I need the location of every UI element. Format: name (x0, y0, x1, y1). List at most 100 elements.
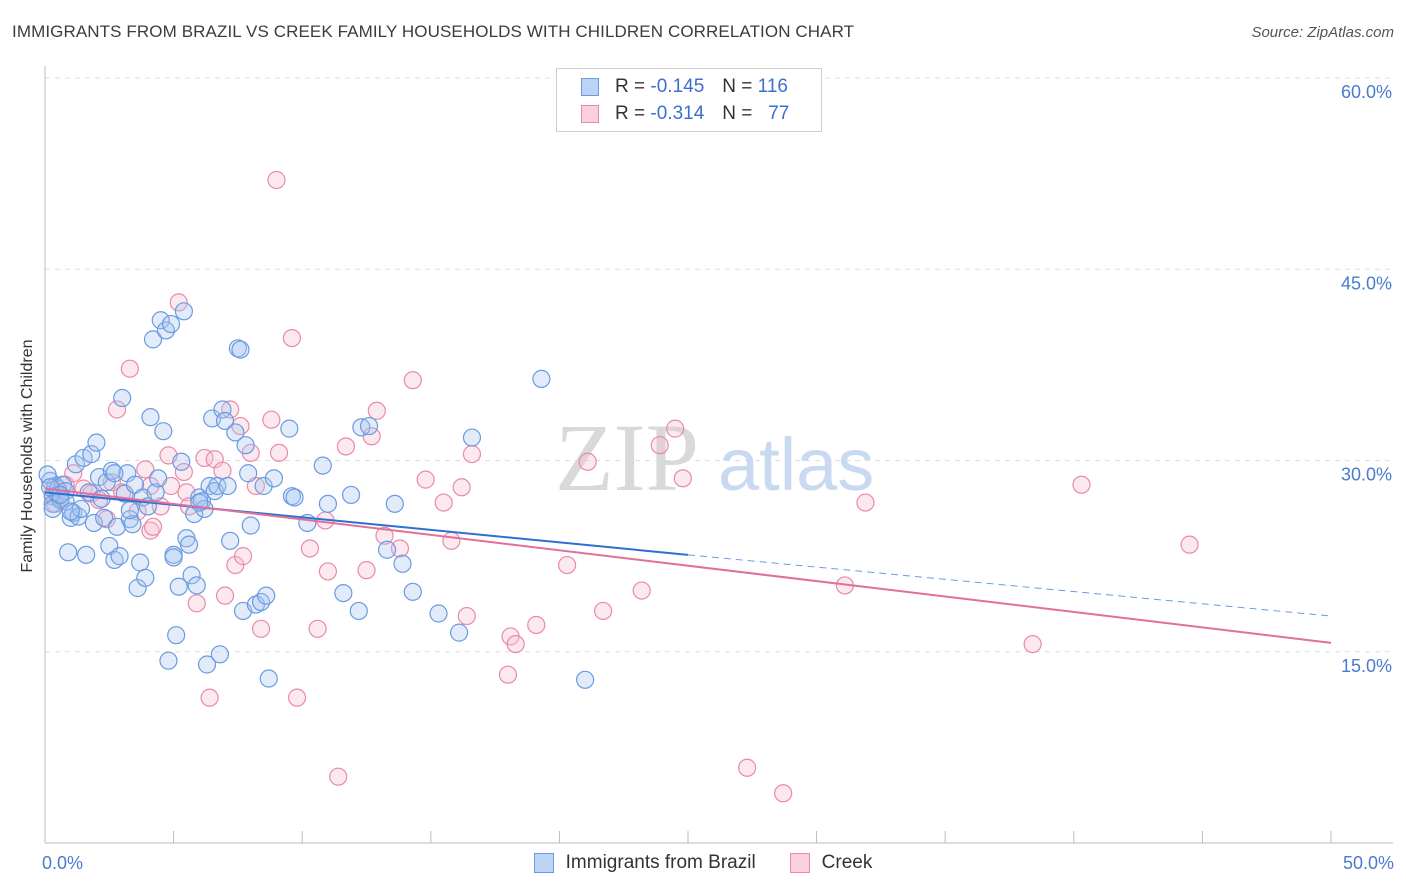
data-point (578, 452, 597, 471)
data-point (341, 485, 361, 505)
data-point (246, 595, 266, 614)
data-point (149, 469, 168, 488)
legend-item-brazil[interactable]: Immigrants from Brazil (533, 852, 756, 874)
data-point (113, 388, 132, 408)
data-point (233, 547, 253, 566)
data-point (434, 493, 453, 512)
data-point (164, 548, 183, 567)
legend-r-value: -0.314 (650, 103, 705, 124)
data-point (449, 623, 469, 642)
data-point (403, 371, 422, 390)
legend-label-creek: Creek (821, 852, 873, 873)
data-point (385, 494, 404, 513)
legend-row-brazil: R = -0.145 N = 116 (581, 75, 788, 99)
data-point (236, 436, 255, 455)
data-point (318, 494, 338, 513)
data-point (287, 688, 307, 707)
data-point (429, 604, 448, 623)
data-point (221, 531, 240, 550)
y-tick-label: 30.0% (1341, 465, 1392, 485)
data-point (738, 758, 757, 777)
y-tick-label: 45.0% (1341, 273, 1392, 293)
data-point (213, 400, 232, 419)
data-point (377, 540, 397, 559)
data-point (241, 516, 260, 535)
legend-item-creek[interactable]: Creek (789, 852, 873, 874)
data-point (251, 619, 271, 638)
data-point (215, 411, 235, 431)
series-legend: Immigrants from Brazil Creek (0, 852, 1406, 874)
data-point (403, 582, 422, 601)
trend-line-creek (44, 487, 1332, 644)
data-point (390, 539, 410, 558)
data-point (120, 501, 139, 520)
data-point (174, 302, 193, 321)
data-point (313, 456, 332, 475)
data-points (38, 170, 1199, 803)
x-tick-label: 0.0% (42, 853, 83, 873)
data-point (200, 688, 219, 707)
data-point (308, 619, 327, 638)
data-point (159, 651, 178, 670)
trend-lines (44, 487, 1332, 644)
legend-r-label: R = (615, 103, 646, 124)
data-point (462, 428, 482, 447)
data-point (59, 543, 78, 562)
data-point (267, 170, 286, 190)
data-point (84, 513, 103, 533)
data-point (257, 586, 276, 605)
data-point (462, 445, 482, 464)
y-tick-label: 15.0% (1341, 656, 1392, 676)
data-point (457, 606, 476, 626)
data-point (269, 443, 289, 462)
data-point (352, 418, 371, 437)
data-point (239, 464, 258, 483)
data-point (280, 419, 299, 438)
trend-line-brazil-extension (687, 554, 1332, 617)
data-point (558, 555, 577, 575)
data-point (329, 767, 348, 786)
data-point (594, 601, 613, 621)
data-point (532, 369, 551, 388)
data-point (650, 436, 669, 455)
chart-title: IMMIGRANTS FROM BRAZIL VS CREEK FAMILY H… (12, 22, 855, 41)
data-point (300, 539, 320, 558)
data-point (416, 470, 435, 489)
data-point (179, 535, 199, 554)
data-point (82, 445, 101, 464)
data-point (208, 476, 227, 496)
data-point (107, 400, 127, 419)
data-point (136, 460, 155, 479)
legend-n-value: 77 (768, 103, 790, 124)
data-point (375, 526, 394, 545)
y-tick-label: 60.0% (1341, 82, 1392, 102)
data-point (506, 634, 525, 654)
data-point (169, 293, 188, 312)
data-point (285, 488, 304, 507)
data-point (498, 665, 518, 684)
data-point (182, 566, 201, 585)
data-point (632, 581, 651, 600)
data-point (210, 645, 229, 664)
data-point (1072, 475, 1091, 494)
data-point (102, 461, 121, 480)
gridlines (45, 77, 1393, 653)
data-point (442, 531, 461, 550)
data-point (673, 469, 692, 488)
data-point (452, 478, 471, 497)
data-point (172, 452, 191, 471)
data-point (774, 784, 793, 803)
data-point (136, 568, 155, 587)
legend-r-label: R = (615, 76, 646, 97)
data-point (77, 545, 96, 564)
data-point (334, 583, 353, 603)
watermark-zip: ZIP (555, 404, 699, 511)
data-point (359, 416, 379, 436)
legend-swatch-brazil (533, 853, 554, 873)
legend-swatch-creek (789, 853, 810, 873)
data-point (393, 554, 412, 573)
data-point (95, 508, 114, 527)
data-point (218, 476, 237, 496)
data-point (576, 670, 595, 689)
